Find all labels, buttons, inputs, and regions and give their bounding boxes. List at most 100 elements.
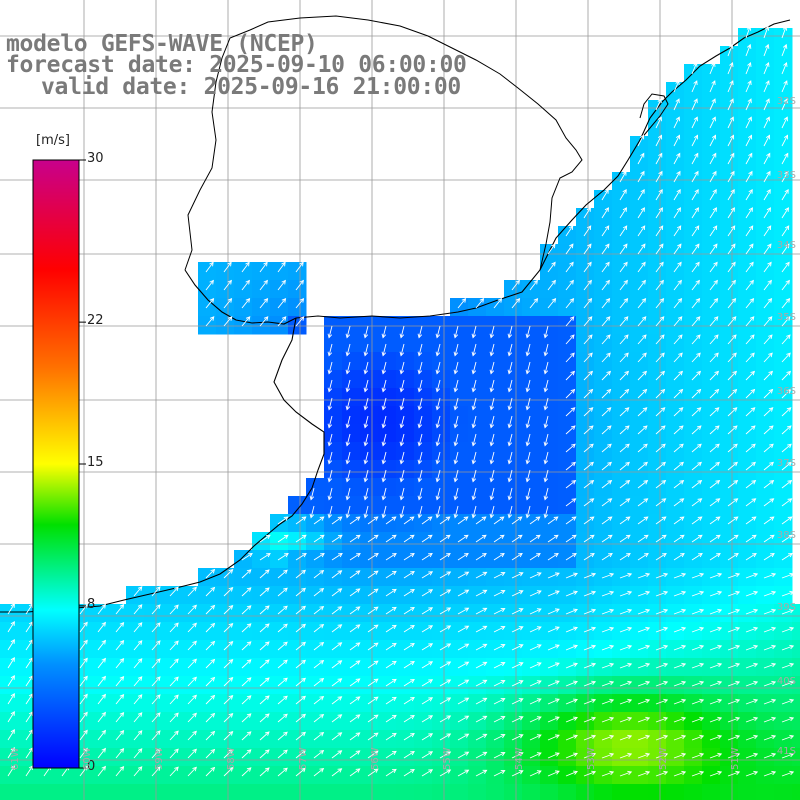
wind-arrow [345,415,351,429]
wind-arrow [453,415,459,429]
latitude-label: 36S [776,386,796,397]
wind-cell [792,694,800,713]
wind-arrow [619,370,630,381]
wind-arrow [655,716,669,723]
wind-cell [396,316,415,335]
wind-arrow [507,325,513,339]
wind-arrow [619,590,633,597]
wind-arrow [565,552,577,561]
wind-arrow [399,343,405,357]
wind-cell [90,784,109,800]
wind-arrow [565,752,578,759]
wind-arrow [691,698,705,705]
wind-cell [738,100,757,119]
wind-cell [450,388,469,407]
wind-arrow [691,752,705,759]
wind-cell [72,766,91,785]
wind-cell [666,262,685,281]
wind-arrow [367,732,379,741]
wind-cell [0,640,19,659]
wind-arrow [507,379,513,393]
wind-arrow [691,407,702,417]
wind-arrow [565,316,575,327]
wind-arrow [115,657,125,669]
wind-cell [252,280,271,299]
wind-arrow [403,661,415,669]
wind-arrow [525,469,531,483]
wind-arrow [619,261,628,273]
wind-arrow [763,316,773,327]
wind-cell [486,784,505,800]
colorbar-units: [m/s] [36,133,70,148]
wind-arrow [493,680,506,687]
wind-arrow [493,644,506,651]
wind-arrow [691,279,700,291]
wind-arrow [763,188,771,201]
wind-arrow [151,748,161,759]
wind-arrow [709,662,723,669]
wind-arrow [637,698,651,705]
wind-cell [648,226,667,245]
wind-arrow [381,487,387,501]
wind-arrow [763,644,777,651]
wind-arrow [435,343,441,357]
wind-arrow [583,480,595,489]
colorbar-ticks [79,159,86,769]
wind-cell [432,388,451,407]
wind-arrow [435,415,441,429]
wind-arrow [637,243,646,255]
wind-arrow [367,660,379,669]
wind-arrow [277,279,286,291]
wind-arrow [655,207,663,219]
wind-arrow [655,425,666,435]
wind-cell [126,712,145,731]
wind-cell [648,784,667,800]
wind-arrow [673,297,683,309]
wind-arrow [763,134,771,147]
wind-cell [540,784,559,800]
wind-arrow [345,325,351,339]
wind-cell [18,604,37,623]
wind-arrow [709,498,721,507]
wind-arrow [619,316,629,327]
wind-arrow [507,451,513,465]
wind-arrow [619,498,631,507]
wind-arrow [655,644,669,651]
wind-arrow [223,605,234,615]
wind-cell [450,496,469,515]
wind-arrow [781,261,790,273]
wind-cell [396,496,415,515]
wind-arrow [781,608,795,615]
wind-arrow [601,388,612,399]
wind-arrow [745,297,755,309]
wind-cell [792,676,800,695]
wind-cell [378,406,397,425]
wind-arrow [763,279,772,291]
wind-cell [684,262,703,281]
wind-arrow [367,624,379,633]
wind-cell [450,784,469,800]
wind-arrow [601,425,612,435]
wind-arrow [399,433,405,447]
wind-arrow [655,734,669,741]
wind-cell [540,406,559,425]
latitude-label: 41S [776,746,796,757]
wind-arrow [709,152,717,165]
wind-arrow [709,752,723,759]
wind-arrow [727,407,738,417]
wind-arrow [565,297,575,309]
wind-arrow [727,461,738,471]
wind-arrow [583,716,597,723]
wind-cell [54,766,73,785]
wind-cell [684,208,703,227]
wind-cell [720,784,739,800]
wind-cell [324,442,343,461]
wind-arrow [655,407,666,417]
wind-arrow [601,370,612,381]
wind-arrow [709,170,717,183]
wind-cell [756,208,775,227]
wind-cell [648,190,667,209]
wind-arrow [619,516,631,525]
wind-cell [252,784,271,800]
